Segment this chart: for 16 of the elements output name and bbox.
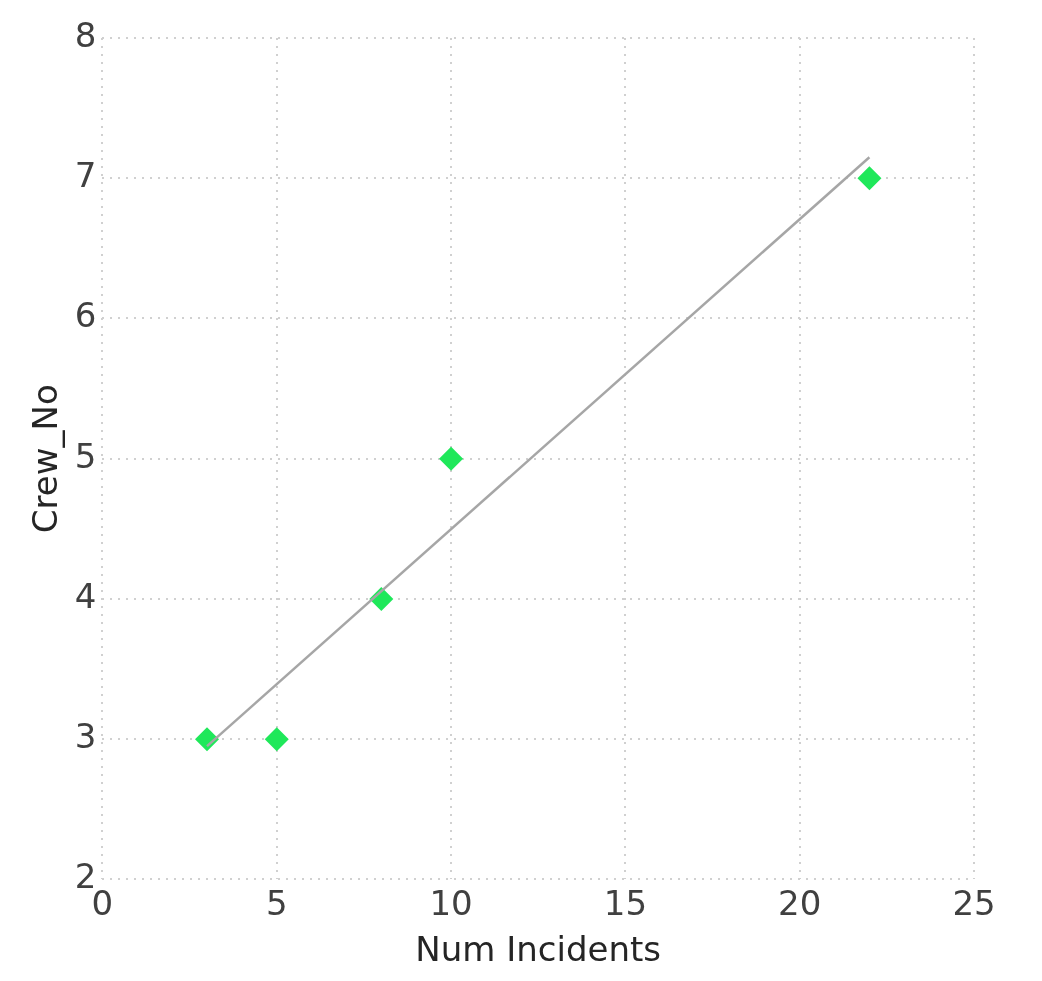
- x-axis-title: Num Incidents: [415, 929, 662, 970]
- y-tick-label: 8: [74, 14, 97, 55]
- y-tick-label: 4: [74, 575, 97, 616]
- y-tick-label: 7: [74, 155, 97, 196]
- y-tick-label: 6: [74, 295, 97, 336]
- y-axis-title: Crew_No: [25, 384, 66, 534]
- point: [439, 446, 464, 471]
- y-tick-label: 3: [74, 715, 97, 756]
- x-tick-label: 25: [952, 882, 996, 923]
- x-tick-label: 10: [429, 882, 473, 923]
- x-tick-label: 5: [265, 882, 288, 923]
- x-tick-label: 20: [778, 882, 822, 923]
- point: [264, 727, 289, 752]
- y-tick-label: 5: [74, 435, 97, 476]
- x-tick-label: 15: [603, 882, 648, 923]
- point: [857, 166, 882, 191]
